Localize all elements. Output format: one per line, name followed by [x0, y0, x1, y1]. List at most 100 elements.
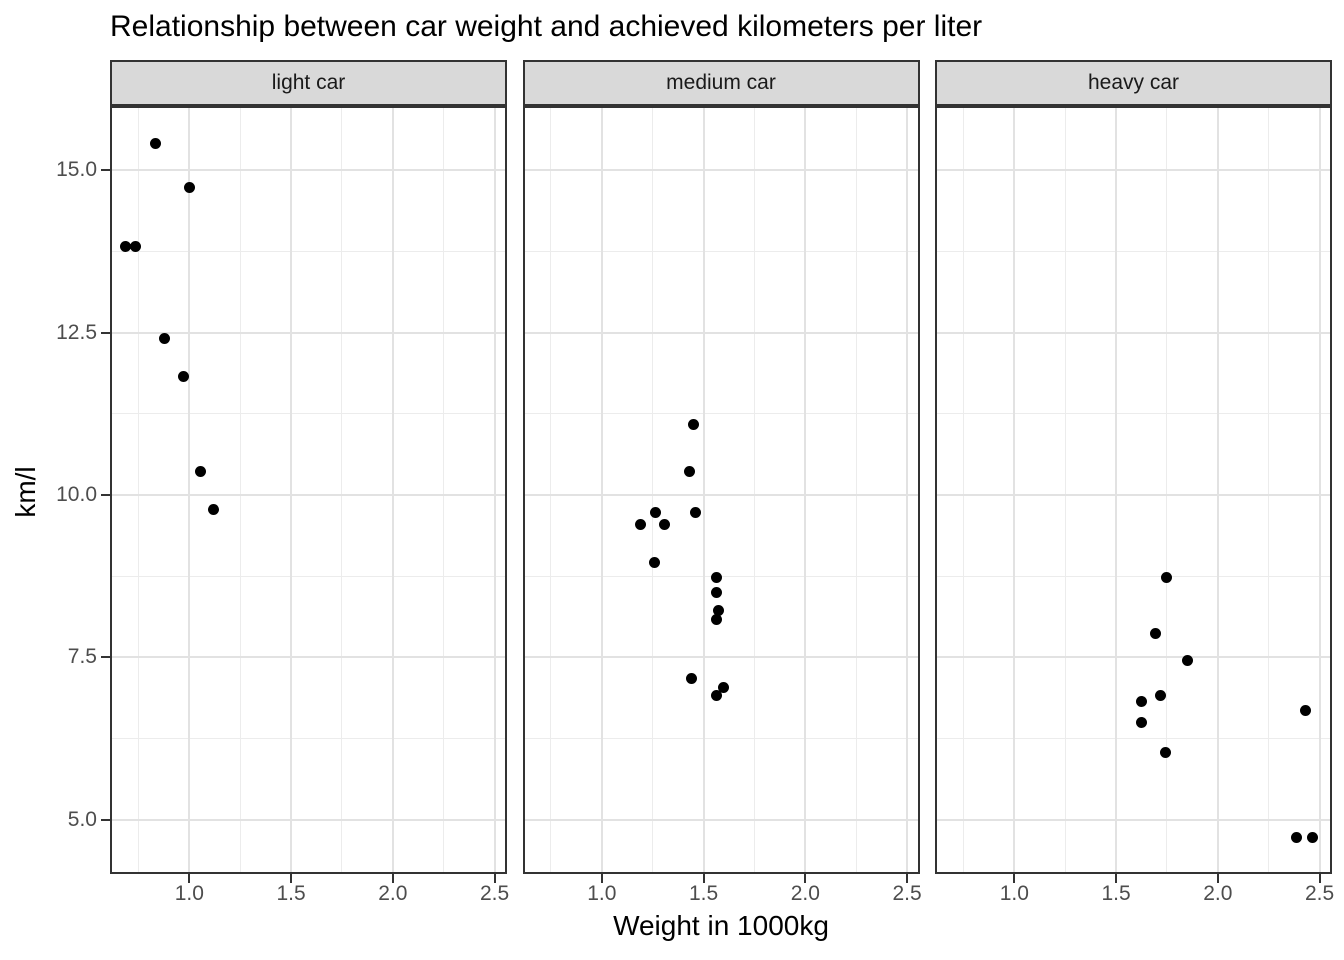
data-point — [718, 681, 730, 693]
grid-minor-x — [341, 108, 343, 872]
grid-major-x — [290, 108, 293, 872]
grid-minor-y — [112, 575, 505, 577]
grid-major-y — [112, 818, 505, 821]
facet-strip: medium car — [522, 60, 920, 106]
data-point — [183, 182, 195, 194]
grid-major-y — [524, 331, 918, 334]
x-tick-label: 2.5 — [892, 882, 922, 905]
grid-major-x — [702, 108, 705, 872]
facet-strip: heavy car — [935, 60, 1332, 106]
data-point — [1181, 654, 1193, 666]
data-point — [1135, 716, 1147, 728]
facet-strip-label: medium car — [666, 71, 776, 94]
grid-minor-y — [937, 413, 1330, 415]
grid-major-x — [804, 108, 807, 872]
grid-minor-x — [1166, 108, 1168, 872]
grid-major-y — [524, 818, 918, 821]
x-tick-mark — [493, 874, 496, 883]
facet-panel — [522, 106, 920, 874]
data-point — [711, 572, 723, 584]
grid-major-y — [112, 494, 505, 496]
x-tick-mark — [391, 874, 394, 883]
y-tick-mark — [101, 169, 110, 172]
grid-major-x — [1115, 108, 1118, 872]
grid-minor-x — [137, 108, 139, 872]
data-point — [178, 371, 190, 383]
grid-minor-x — [962, 108, 964, 872]
facet-strip-label: heavy car — [1087, 71, 1180, 94]
grid-minor-y — [524, 413, 918, 415]
x-tick-mark — [906, 874, 909, 883]
data-point — [1306, 832, 1318, 844]
x-tick-mark — [1115, 874, 1118, 883]
grid-minor-y — [112, 413, 505, 415]
y-tick-mark — [101, 818, 110, 821]
grid-major-x — [1013, 108, 1016, 872]
data-point — [649, 557, 661, 569]
grid-minor-x — [239, 108, 241, 872]
data-point — [712, 604, 724, 616]
grid-minor-x — [550, 108, 552, 872]
x-tick-label: 1.0 — [174, 882, 204, 905]
grid-major-y — [524, 169, 918, 172]
data-point — [650, 507, 662, 519]
x-tick-mark — [1216, 874, 1219, 883]
x-tick-label: 2.5 — [479, 882, 510, 905]
y-tick-label: 12.5 — [56, 320, 97, 344]
grid-major-y — [524, 656, 918, 659]
grid-minor-y — [937, 250, 1330, 252]
grid-minor-y — [112, 738, 505, 740]
y-tick-mark — [101, 331, 110, 334]
x-tick-label: 1.0 — [587, 882, 617, 905]
grid-major-y — [937, 656, 1330, 659]
grid-major-y — [112, 656, 505, 659]
y-tick-mark — [101, 656, 110, 659]
data-point — [711, 613, 723, 625]
facet-panel — [110, 106, 507, 874]
y-tick-label: 15.0 — [56, 158, 97, 182]
grid-major-x — [493, 108, 496, 872]
grid-minor-x — [753, 108, 755, 872]
data-point — [690, 507, 702, 519]
x-tick-mark — [1013, 874, 1016, 883]
x-tick-label: 1.0 — [999, 882, 1029, 905]
grid-minor-x — [443, 108, 445, 872]
data-point — [658, 519, 670, 531]
data-point — [1160, 746, 1172, 758]
data-point — [687, 418, 699, 430]
data-point — [208, 504, 220, 516]
grid-major-x — [1216, 108, 1219, 872]
plot-title: Relationship between car weight and achi… — [110, 10, 983, 43]
grid-minor-y — [524, 250, 918, 252]
grid-major-y — [937, 169, 1330, 172]
x-tick-label: 1.5 — [1101, 882, 1131, 905]
x-tick-label: 2.0 — [790, 882, 820, 905]
grid-minor-x — [1268, 108, 1270, 872]
x-tick-label: 1.5 — [688, 882, 719, 905]
data-point — [1290, 832, 1302, 844]
y-tick-label: 10.0 — [56, 483, 97, 506]
grid-minor-y — [937, 575, 1330, 577]
data-point — [159, 332, 171, 344]
facet-strip-label: light car — [271, 71, 346, 94]
grid-major-y — [937, 494, 1330, 496]
x-tick-label: 1.5 — [276, 882, 306, 905]
grid-minor-x — [652, 108, 654, 872]
grid-major-x — [906, 108, 909, 872]
grid-major-y — [937, 818, 1330, 821]
x-tick-mark — [804, 874, 807, 883]
grid-minor-y — [524, 738, 918, 740]
grid-major-x — [188, 108, 191, 872]
data-point — [150, 137, 162, 149]
data-point — [1161, 572, 1173, 584]
data-point — [120, 241, 132, 253]
data-point — [684, 465, 696, 477]
data-point — [129, 241, 141, 253]
grid-minor-y — [937, 738, 1330, 740]
x-tick-mark — [702, 874, 705, 883]
x-tick-label: 2.0 — [1203, 882, 1233, 905]
grid-major-y — [937, 331, 1330, 334]
x-tick-label: 2.0 — [378, 882, 408, 905]
grid-major-y — [112, 331, 505, 334]
